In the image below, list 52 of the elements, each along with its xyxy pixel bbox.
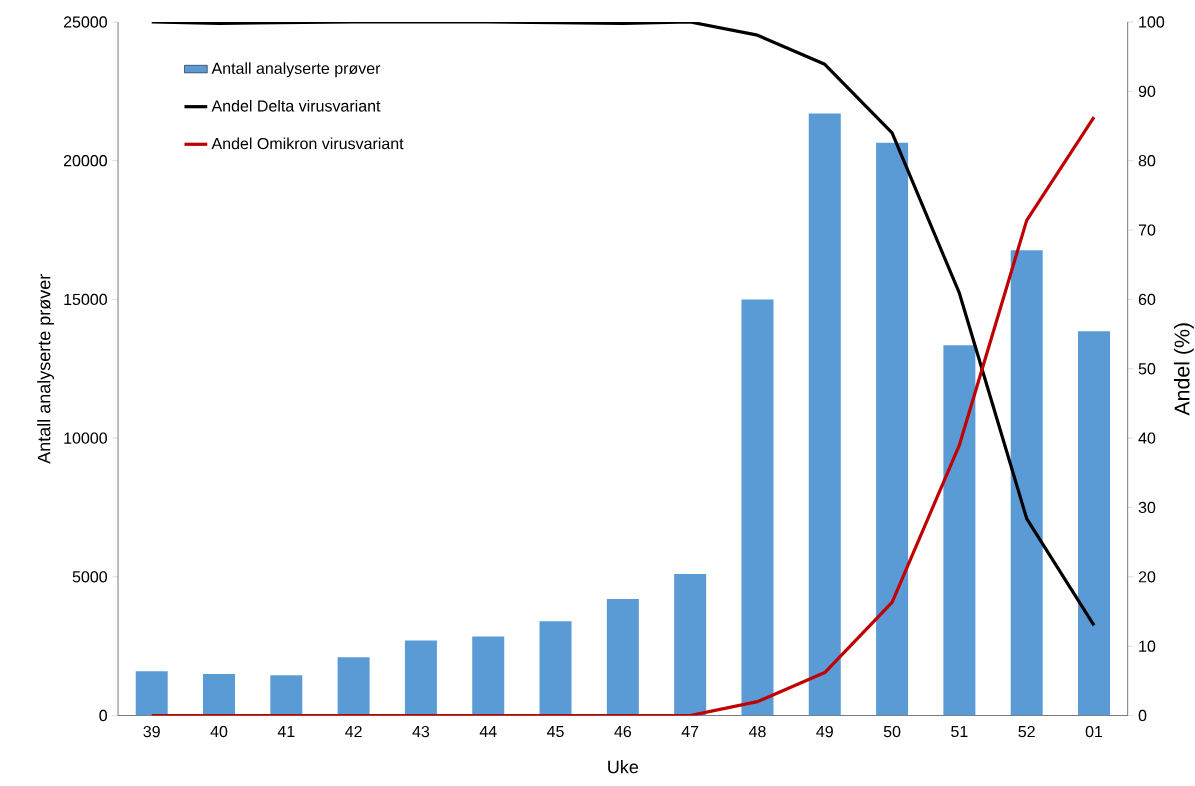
y-tick-label: 0 <box>99 710 108 722</box>
y2-tick-label: 0 <box>1138 710 1147 722</box>
x-axis-title: Uke <box>608 760 639 774</box>
y-axis-title: Antall analyserte prøver <box>37 274 54 465</box>
x-tick-label: 40 <box>210 726 228 738</box>
x-tick-label: 43 <box>412 726 430 738</box>
y2-tick-label: 60 <box>1138 293 1156 306</box>
x-tick-label: 44 <box>479 726 497 738</box>
bar <box>1078 331 1111 716</box>
y2-tick-label: 100 <box>1139 16 1165 28</box>
x-tick-label: 39 <box>143 726 160 738</box>
x-tick-label: 47 <box>681 726 699 738</box>
y2-tick-label: 10 <box>1139 640 1156 653</box>
bar <box>135 671 168 716</box>
y-tick-label: 20000 <box>63 155 108 167</box>
y-tick-label: 10000 <box>64 432 108 444</box>
bar <box>741 299 774 716</box>
legend-label: Andel Delta virusvariant <box>211 100 381 112</box>
bar <box>270 675 303 716</box>
bar <box>1010 250 1043 716</box>
legend-label: Andel Omikron virusvariant <box>211 137 404 150</box>
y-tick-label: 25000 <box>63 16 108 28</box>
y2-tick-label: 70 <box>1138 224 1156 236</box>
x-tick-label: 01 <box>1085 726 1103 738</box>
y2-tick-label: 40 <box>1138 432 1156 444</box>
bar <box>606 599 639 716</box>
x-tick-label: 45 <box>547 726 564 738</box>
x-tick-label: 51 <box>951 726 968 738</box>
y-tick-label: 5000 <box>72 571 108 583</box>
bar <box>404 640 437 716</box>
legend-label: Antall analyserte prøver <box>211 62 381 78</box>
x-tick-label: 52 <box>1018 726 1035 738</box>
bar <box>808 113 841 716</box>
bar <box>539 621 572 716</box>
x-tick-label: 50 <box>883 726 901 738</box>
y2-tick-label: 50 <box>1138 363 1156 375</box>
bar <box>943 345 976 716</box>
x-tick-label: 49 <box>816 726 833 738</box>
y2-tick-label: 90 <box>1138 85 1156 98</box>
y2-axis-title: Andel (%) <box>1173 323 1194 416</box>
x-tick-label: 48 <box>748 726 766 738</box>
bar <box>472 636 505 716</box>
y2-tick-label: 30 <box>1138 502 1156 514</box>
bar <box>203 674 236 716</box>
bar <box>337 657 370 716</box>
x-tick-label: 42 <box>345 726 362 738</box>
x-tick-label: 46 <box>614 726 632 738</box>
x-tick-label: 41 <box>277 726 295 738</box>
y2-tick-label: 80 <box>1138 155 1156 167</box>
bar <box>876 142 909 716</box>
y-tick-label: 15000 <box>64 293 108 306</box>
y2-tick-label: 20 <box>1138 571 1156 583</box>
